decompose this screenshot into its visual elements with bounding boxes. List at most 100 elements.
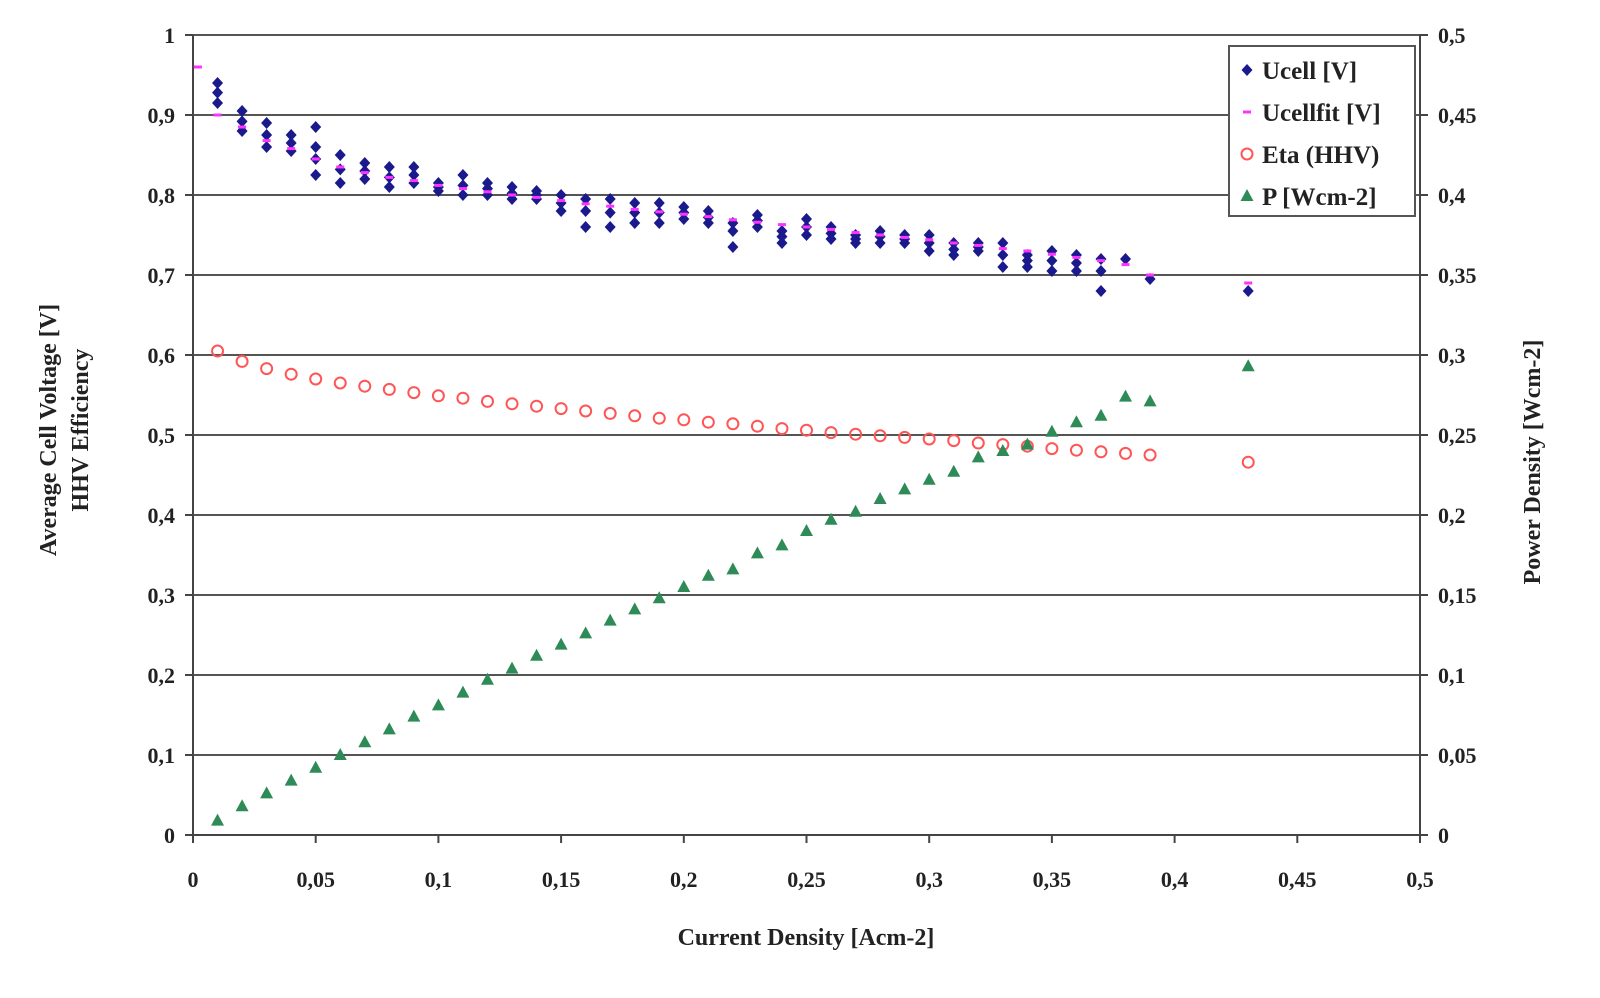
eta-point: [579, 404, 593, 418]
eta-point: [652, 411, 666, 425]
ucell-point: [580, 205, 592, 217]
ucell-point: [457, 189, 469, 201]
eta-point: [333, 376, 347, 390]
ucell-point: [948, 243, 960, 256]
eta-point: [431, 389, 445, 403]
eta-point: [824, 426, 838, 440]
ucellfit-point: [262, 139, 271, 143]
ucellfit-point: [802, 225, 811, 229]
ucell-point: [408, 169, 420, 181]
eta-point: [1045, 442, 1059, 456]
eta-point: [1069, 443, 1083, 457]
ucell-point: [604, 193, 616, 205]
eta-point: [947, 434, 961, 448]
ucell-point: [997, 261, 1009, 273]
ucell-point: [1046, 265, 1058, 277]
ucell-point: [604, 221, 616, 233]
ucell-point: [776, 225, 788, 237]
y-left-tick-label: 0,3: [148, 583, 176, 608]
ucell-point: [997, 237, 1009, 249]
y-left-tick-label: 0,2: [148, 663, 176, 688]
power-point: [922, 472, 936, 485]
legend-marker-eta: [1240, 147, 1254, 161]
y-left-tick-label: 0,9: [148, 103, 176, 128]
ucell-point: [801, 213, 812, 225]
legend-label-ucell: Ucell [V]: [1262, 58, 1357, 85]
ucell-point: [261, 129, 273, 141]
ucellfit-point: [434, 183, 443, 187]
x-tick-label: 0,05: [296, 867, 335, 892]
ucellfit-point: [238, 125, 247, 129]
power-point: [1069, 415, 1083, 428]
x-tick-label: 0,45: [1278, 867, 1317, 892]
power-point: [873, 492, 887, 504]
ucell-point: [285, 137, 297, 149]
ucell-point: [555, 189, 567, 201]
ucell-point: [1070, 249, 1082, 261]
ucellfit-point: [483, 190, 492, 194]
ucell-point: [334, 163, 346, 176]
power-point: [284, 773, 298, 786]
ucellfit-point: [704, 215, 713, 219]
ucellfit-point: [508, 193, 517, 197]
eta-point: [1241, 455, 1255, 469]
x-tick-label: 0: [188, 867, 199, 892]
ucell-point: [1095, 265, 1107, 277]
ucell-point: [383, 161, 395, 173]
ucellfit-point: [728, 218, 737, 222]
ucell-point: [236, 105, 248, 117]
power-point: [358, 735, 372, 748]
legend-marker-ucellfit: [1243, 110, 1251, 114]
ucellfit-point: [557, 199, 566, 203]
eta-point: [922, 432, 936, 446]
y-left-tick-label: 0,1: [148, 743, 176, 768]
ucellfit-point: [876, 233, 885, 237]
ucell-point: [1095, 285, 1107, 297]
ucell-point: [408, 161, 420, 173]
ucellfit-point: [900, 235, 909, 239]
power-point: [800, 524, 813, 536]
legend-label-ucellfit: Ucellfit [V]: [1262, 100, 1381, 127]
power-point: [726, 562, 740, 575]
ucellfit-point: [360, 171, 369, 175]
eta-point: [554, 402, 568, 416]
eta-point: [1119, 446, 1133, 460]
x-tick-label: 0,15: [542, 867, 581, 892]
ucell-point: [285, 129, 297, 141]
power-point: [554, 637, 568, 650]
y-right-tick-label: 0,3: [1438, 343, 1466, 368]
power-point: [849, 504, 863, 517]
ucell-point: [1021, 261, 1033, 273]
ucell-point: [923, 229, 935, 241]
eta-point: [603, 406, 617, 420]
power-point: [382, 722, 396, 735]
power-point: [824, 512, 838, 525]
x-tick-label: 0,35: [1033, 867, 1072, 892]
ucellfit-point: [1023, 249, 1032, 253]
ucell-point: [629, 197, 641, 209]
ucell-point: [653, 217, 665, 229]
ucell-point: [359, 157, 371, 169]
power-point: [456, 685, 470, 698]
ucell-point: [727, 241, 739, 253]
ucell-point: [678, 213, 690, 225]
ucellfit-point: [581, 202, 590, 206]
eta-point: [530, 399, 544, 413]
eta-point: [726, 417, 740, 431]
y-left-tick-label: 0,5: [148, 423, 176, 448]
ucell-point: [310, 121, 322, 133]
legend-label-power: P [Wcm-2]: [1262, 184, 1377, 211]
x-tick-label: 0,4: [1161, 867, 1189, 892]
eta-point: [235, 354, 249, 368]
ucell-point: [481, 177, 493, 189]
ucell-point: [457, 169, 469, 181]
ucell-point: [923, 245, 935, 257]
eta-point: [1143, 448, 1157, 462]
y-left-tick-label: 0,8: [148, 183, 176, 208]
power-point: [260, 786, 274, 799]
ucellfit-point: [655, 210, 664, 214]
y-left-tick-label: 0,4: [148, 503, 176, 528]
y-right-tick-label: 0,05: [1438, 743, 1477, 768]
power-point: [1119, 389, 1133, 402]
legend-label-eta: Eta (HHV): [1262, 142, 1379, 169]
